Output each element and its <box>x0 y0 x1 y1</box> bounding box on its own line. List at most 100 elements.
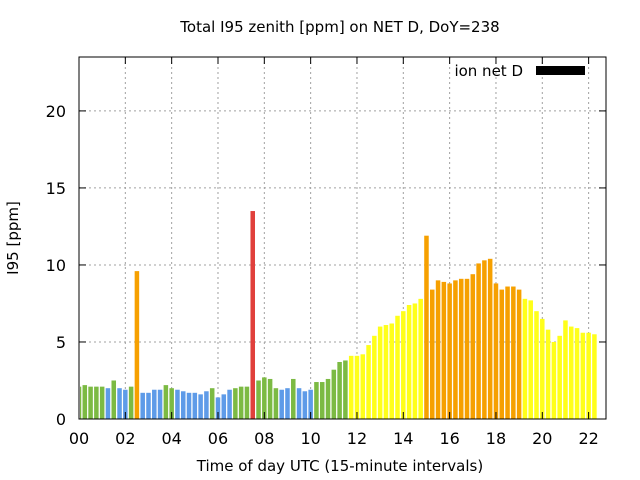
bar <box>511 286 516 419</box>
bar <box>395 315 400 419</box>
bar <box>482 260 487 419</box>
bar <box>557 335 562 419</box>
bar <box>111 380 117 419</box>
bar <box>319 382 325 419</box>
bar <box>325 378 331 419</box>
bar <box>157 389 163 419</box>
bar <box>82 385 88 419</box>
y-tick-label: 20 <box>46 102 66 121</box>
bar <box>453 280 458 419</box>
y-tick-label: 10 <box>46 256 66 275</box>
bar <box>592 334 597 419</box>
x-tick-label: 02 <box>115 429 135 448</box>
bar <box>279 389 284 419</box>
x-tick-label: 06 <box>208 429 228 448</box>
bar <box>209 388 215 419</box>
bar <box>522 298 528 419</box>
bar <box>406 305 412 419</box>
bar <box>152 389 157 419</box>
bar <box>354 355 360 419</box>
bar <box>412 303 418 419</box>
bar <box>215 397 221 419</box>
bar <box>175 389 180 419</box>
bar <box>169 388 174 419</box>
y-tick-label: 5 <box>56 333 66 352</box>
bar <box>458 278 464 419</box>
bar <box>192 392 198 419</box>
bar <box>343 360 348 419</box>
legend: ion net D <box>454 62 585 80</box>
bar <box>580 332 586 419</box>
axis-ticks: 00 02 04 06 08 10 12 14 16 18 20 22 0 5 10 15 20 <box>46 57 606 448</box>
bar <box>568 326 574 419</box>
bar <box>424 235 429 419</box>
bar <box>163 385 169 419</box>
bar <box>244 386 250 419</box>
bar <box>470 274 476 419</box>
bar <box>383 325 389 419</box>
bar <box>140 392 145 419</box>
bar <box>256 380 261 419</box>
bar <box>80 386 82 419</box>
bar <box>540 318 545 419</box>
bar <box>308 389 313 419</box>
y-axis-title: I95 [ppm] <box>4 201 22 275</box>
bar <box>88 386 93 419</box>
bar <box>435 280 441 419</box>
x-tick-label: 08 <box>254 429 274 448</box>
bar <box>551 341 557 419</box>
bar <box>146 392 151 419</box>
bar <box>401 311 406 419</box>
bar <box>94 386 99 419</box>
legend-label: ion net D <box>454 62 523 80</box>
bar <box>204 391 209 419</box>
bar <box>464 278 470 419</box>
bar <box>267 378 273 419</box>
bar-series <box>80 211 597 419</box>
bar <box>366 345 371 419</box>
bar <box>331 369 337 419</box>
bar <box>337 362 342 419</box>
bar <box>291 378 296 419</box>
x-tick-label: 00 <box>69 429 89 448</box>
bar <box>285 388 290 419</box>
bar <box>262 377 267 419</box>
bar <box>441 281 447 419</box>
bar <box>516 289 522 419</box>
bar <box>105 388 111 419</box>
x-tick-label: 10 <box>300 429 320 448</box>
x-tick-label: 14 <box>393 429 413 448</box>
bar <box>314 382 319 419</box>
bar <box>250 211 255 419</box>
bar <box>227 389 232 419</box>
bar <box>296 388 302 419</box>
x-tick-label: 18 <box>486 429 506 448</box>
bar <box>430 289 435 419</box>
x-axis-title: Time of day UTC (15-minute intervals) <box>196 457 483 475</box>
bar <box>505 286 510 419</box>
x-tick-label: 20 <box>532 429 552 448</box>
bar <box>123 389 128 419</box>
bar <box>476 263 481 419</box>
bar <box>545 329 551 419</box>
bar <box>198 394 203 419</box>
bar <box>117 388 122 419</box>
bar <box>238 386 244 419</box>
x-tick-label: 04 <box>161 429 181 448</box>
legend-swatch <box>536 66 585 75</box>
bar <box>586 332 591 419</box>
bar <box>348 355 354 419</box>
bar <box>99 386 105 419</box>
bar <box>134 271 140 419</box>
chart-title: Total I95 zenith [ppm] on NET D, DoY=238 <box>179 18 499 36</box>
y-tick-label: 15 <box>46 179 66 198</box>
x-tick-label: 12 <box>347 429 367 448</box>
bar <box>233 388 238 419</box>
plot-frame <box>78 56 607 420</box>
bar <box>180 391 186 419</box>
bar <box>574 328 580 419</box>
bar <box>447 283 452 419</box>
bar <box>534 311 539 419</box>
bar <box>360 354 366 419</box>
